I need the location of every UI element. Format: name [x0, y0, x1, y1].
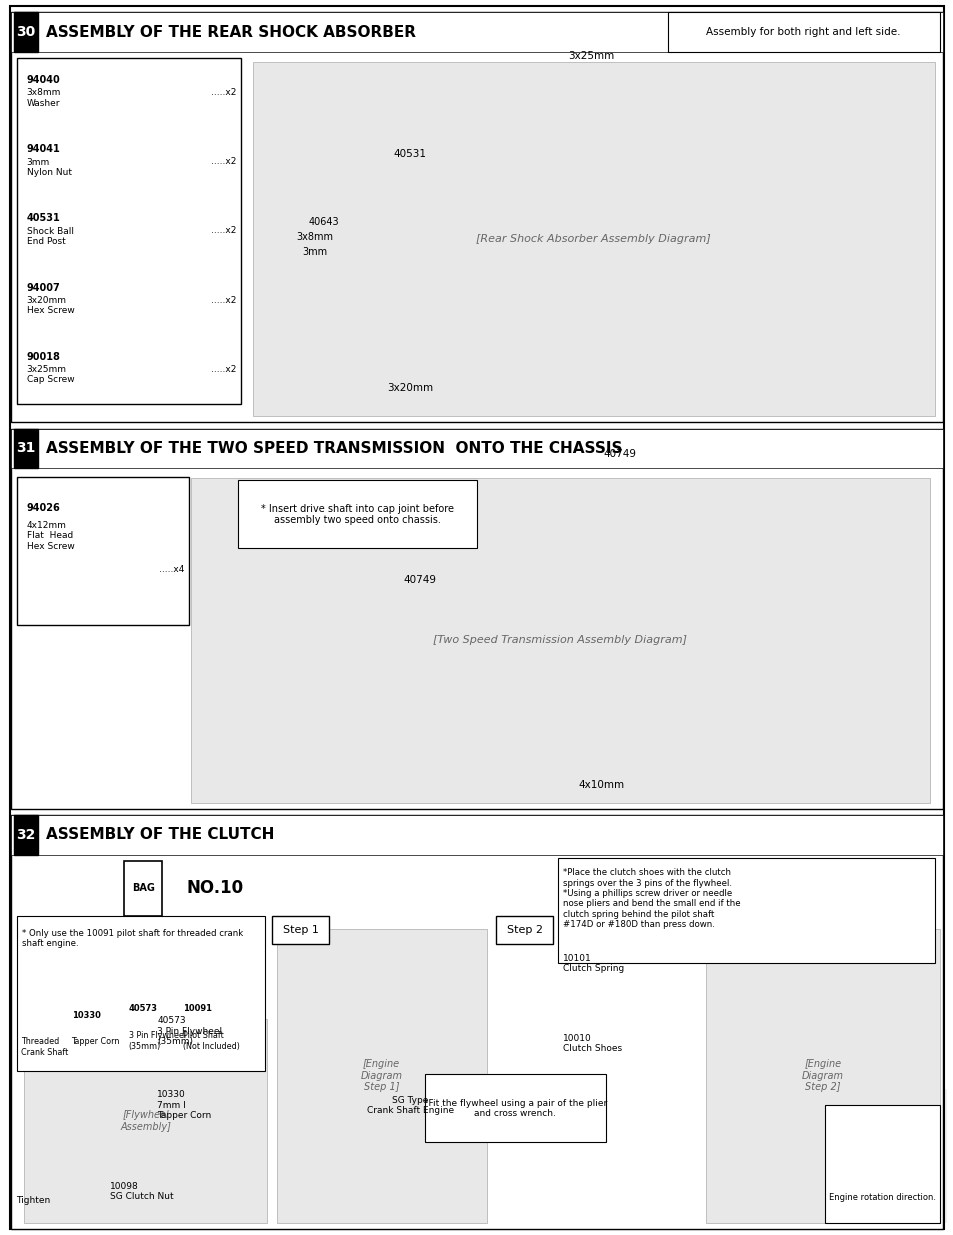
Text: 94040: 94040 — [27, 75, 60, 85]
Bar — [558, 858, 934, 963]
Bar — [11, 815, 942, 855]
Bar — [11, 12, 942, 52]
Bar — [124, 861, 162, 916]
Bar — [276, 929, 486, 1223]
Bar — [191, 478, 929, 803]
Text: Tighten: Tighten — [16, 1195, 51, 1205]
Text: 30: 30 — [16, 25, 36, 40]
Text: Threaded
Crank Shaft: Threaded Crank Shaft — [21, 1037, 69, 1057]
Text: Step 1: Step 1 — [282, 925, 318, 935]
Text: 10010
Clutch Shoes: 10010 Clutch Shoes — [562, 1034, 621, 1053]
Text: 40749: 40749 — [403, 576, 436, 585]
Text: 32: 32 — [16, 827, 36, 842]
Text: .....x2: .....x2 — [211, 295, 236, 305]
Text: 40573: 40573 — [129, 1004, 157, 1014]
Text: 3x8mm
Washer: 3x8mm Washer — [27, 89, 61, 107]
Text: *Place the clutch shoes with the clutch
springs over the 3 pins of the flywheel.: *Place the clutch shoes with the clutch … — [562, 868, 740, 929]
Bar — [667, 12, 939, 52]
Text: 94026: 94026 — [27, 503, 60, 513]
Text: * Insert drive shaft into cap joint before
assembly two speed onto chassis.: * Insert drive shaft into cap joint befo… — [261, 504, 454, 525]
Text: [Engine
Diagram
Step 2]: [Engine Diagram Step 2] — [801, 1060, 843, 1092]
Text: *Fit the flywheel using a pair of the plier
and cross wrench.: *Fit the flywheel using a pair of the pl… — [423, 1099, 606, 1118]
Text: 3 Pin Flywheel
(35mm): 3 Pin Flywheel (35mm) — [129, 1031, 186, 1051]
Text: .....x2: .....x2 — [211, 88, 236, 98]
Text: [Rear Shock Absorber Assembly Diagram]: [Rear Shock Absorber Assembly Diagram] — [476, 233, 711, 245]
Text: 10098
SG Clutch Nut: 10098 SG Clutch Nut — [110, 1182, 173, 1202]
Text: 3x20mm: 3x20mm — [387, 383, 433, 393]
Bar — [14, 429, 38, 468]
Bar — [17, 58, 241, 404]
Text: 90018: 90018 — [27, 352, 61, 362]
Text: ASSEMBLY OF THE REAR SHOCK ABSORBER: ASSEMBLY OF THE REAR SHOCK ABSORBER — [46, 25, 416, 40]
Text: 3mm: 3mm — [302, 247, 327, 257]
Text: 4x12mm
Flat  Head
Hex Screw: 4x12mm Flat Head Hex Screw — [27, 521, 74, 551]
Bar — [238, 480, 476, 548]
Text: Tapper Corn: Tapper Corn — [71, 1037, 120, 1046]
Text: 10101
Clutch Spring: 10101 Clutch Spring — [562, 953, 623, 973]
Bar — [705, 929, 939, 1223]
Text: [Two Speed Transmission Assembly Diagram]: [Two Speed Transmission Assembly Diagram… — [433, 635, 687, 646]
Text: 40531: 40531 — [27, 214, 60, 224]
Text: Assembly for both right and left side.: Assembly for both right and left side. — [706, 27, 900, 37]
Bar — [11, 429, 942, 809]
Bar — [14, 12, 38, 52]
Text: 94007: 94007 — [27, 283, 60, 293]
Text: ASSEMBLY OF THE CLUTCH: ASSEMBLY OF THE CLUTCH — [46, 827, 274, 842]
Bar — [14, 815, 38, 855]
Text: 3x25mm: 3x25mm — [568, 51, 614, 61]
Bar — [17, 916, 265, 1071]
Text: 3x25mm
Cap Screw: 3x25mm Cap Screw — [27, 366, 74, 384]
Text: .....x2: .....x2 — [211, 226, 236, 236]
Bar — [253, 62, 934, 416]
Text: * Only use the 10091 pilot shaft for threaded crank
shaft engine.: * Only use the 10091 pilot shaft for thr… — [22, 929, 243, 948]
Text: .....x4: .....x4 — [158, 564, 184, 574]
Text: 40749: 40749 — [603, 450, 636, 459]
Text: 40573
3 Pin Flywheel
(35mm): 40573 3 Pin Flywheel (35mm) — [157, 1016, 222, 1046]
Text: NO.10: NO.10 — [186, 879, 243, 897]
Bar — [496, 916, 553, 944]
Bar — [824, 1105, 939, 1223]
Text: 10330
7mm l
Tapper Corn: 10330 7mm l Tapper Corn — [157, 1091, 212, 1120]
Text: BAG: BAG — [132, 883, 154, 893]
Text: ASSEMBLY OF THE TWO SPEED TRANSMISSION  ONTO THE CHASSIS: ASSEMBLY OF THE TWO SPEED TRANSMISSION O… — [46, 441, 621, 456]
Text: 3x20mm
Hex Screw: 3x20mm Hex Screw — [27, 296, 74, 315]
Text: SG Type
Crank Shaft Engine: SG Type Crank Shaft Engine — [366, 1095, 454, 1115]
Bar — [11, 12, 942, 422]
Text: [Flywheel
Assembly]: [Flywheel Assembly] — [120, 1110, 171, 1131]
Text: 10330: 10330 — [71, 1010, 100, 1020]
Text: .....x2: .....x2 — [211, 364, 236, 374]
Bar — [24, 1019, 267, 1223]
Text: Engine rotation direction.: Engine rotation direction. — [828, 1193, 935, 1203]
Text: 40643: 40643 — [309, 217, 339, 227]
Bar — [424, 1074, 605, 1142]
Bar — [17, 477, 189, 625]
Text: 31: 31 — [16, 441, 36, 456]
Text: Step 2: Step 2 — [506, 925, 542, 935]
Text: 94041: 94041 — [27, 144, 60, 154]
Text: 4x10mm: 4x10mm — [578, 781, 623, 790]
Text: Shock Ball
End Post: Shock Ball End Post — [27, 227, 73, 246]
Bar — [272, 916, 329, 944]
Text: 3x8mm: 3x8mm — [296, 232, 333, 242]
Text: Pilot Shaft
(Not Included): Pilot Shaft (Not Included) — [183, 1031, 240, 1051]
Bar — [11, 429, 942, 468]
Text: 40531: 40531 — [394, 149, 426, 159]
Text: .....x2: .....x2 — [211, 157, 236, 167]
Text: 10091: 10091 — [183, 1004, 212, 1014]
Text: 3mm
Nylon Nut: 3mm Nylon Nut — [27, 158, 71, 177]
Bar — [11, 815, 942, 1229]
Bar — [17, 1089, 946, 1223]
Text: [Engine
Diagram
Step 1]: [Engine Diagram Step 1] — [360, 1060, 402, 1092]
